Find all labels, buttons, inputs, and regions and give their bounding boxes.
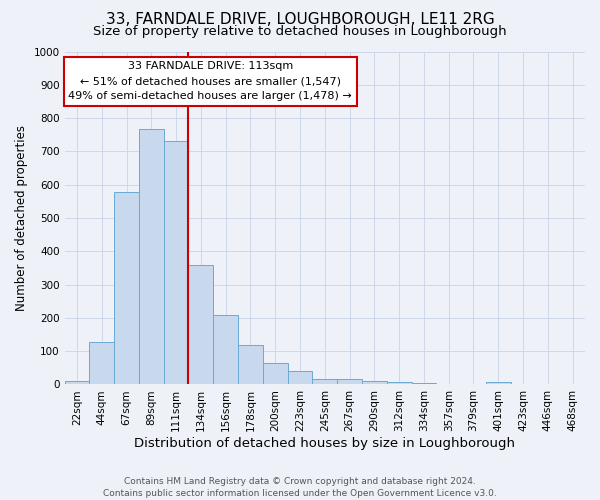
Bar	[486, 382, 511, 384]
Bar	[362, 381, 387, 384]
Text: Contains HM Land Registry data © Crown copyright and database right 2024.
Contai: Contains HM Land Registry data © Crown c…	[103, 476, 497, 498]
Bar	[164, 142, 188, 384]
Bar	[188, 266, 213, 384]
Text: 33 FARNDALE DRIVE: 113sqm
← 51% of detached houses are smaller (1,547)
49% of se: 33 FARNDALE DRIVE: 113sqm ← 51% of detac…	[68, 62, 352, 101]
Bar	[337, 380, 362, 384]
Bar	[313, 379, 337, 384]
Text: 33, FARNDALE DRIVE, LOUGHBOROUGH, LE11 2RG: 33, FARNDALE DRIVE, LOUGHBOROUGH, LE11 2…	[106, 12, 494, 28]
Bar	[139, 128, 164, 384]
Bar	[114, 192, 139, 384]
Bar	[263, 364, 287, 384]
Bar	[89, 342, 114, 384]
Bar	[213, 314, 238, 384]
Y-axis label: Number of detached properties: Number of detached properties	[15, 125, 28, 311]
Bar	[287, 371, 313, 384]
Bar	[412, 383, 436, 384]
Bar	[65, 381, 89, 384]
Bar	[238, 344, 263, 385]
X-axis label: Distribution of detached houses by size in Loughborough: Distribution of detached houses by size …	[134, 437, 515, 450]
Bar	[387, 382, 412, 384]
Text: Size of property relative to detached houses in Loughborough: Size of property relative to detached ho…	[93, 25, 507, 38]
